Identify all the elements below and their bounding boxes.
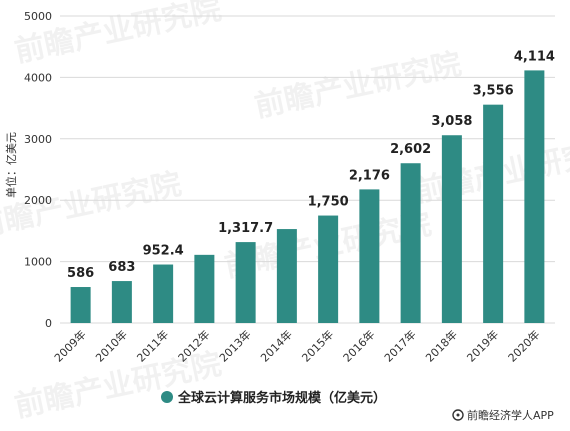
bar <box>483 104 504 324</box>
bar <box>441 135 462 323</box>
data-label: 4,114 <box>514 49 555 64</box>
data-label: 1,317.7 <box>218 221 273 236</box>
x-tick-label: 2018年 <box>423 327 460 364</box>
x-tick-label: 2019年 <box>464 327 501 364</box>
data-label: 683 <box>108 260 135 275</box>
x-tick-label: 2016年 <box>340 327 377 364</box>
y-tick-label: 5000 <box>24 10 52 23</box>
x-tick-label: 2017年 <box>381 327 418 364</box>
x-tick-label: 2015年 <box>299 327 336 364</box>
watermark-text: 前瞻产业研究院 <box>252 47 465 125</box>
x-tick-label: 2014年 <box>258 327 295 364</box>
bar <box>194 254 215 323</box>
source-credit: 前瞻经济学人APP <box>452 408 554 422</box>
y-tick-label: 4000 <box>24 71 52 84</box>
data-label: 952.4 <box>143 244 184 259</box>
x-tick-label: 2010年 <box>93 327 130 364</box>
bar <box>318 215 339 323</box>
x-tick-label: 2020年 <box>505 327 542 364</box>
bars-layer <box>70 70 545 324</box>
data-label: 3,058 <box>431 114 472 129</box>
source-text: 前瞻经济学人APP <box>467 408 554 422</box>
legend: 全球云计算服务市场规模（亿美元） <box>161 390 386 406</box>
x-tick-label: 2013年 <box>216 327 253 364</box>
data-label: 3,556 <box>473 84 514 99</box>
data-label: 586 <box>67 266 94 281</box>
data-label: 2,602 <box>390 142 431 157</box>
data-label: 2,176 <box>349 168 390 183</box>
bar <box>524 70 545 324</box>
x-tick-label: 2009年 <box>51 327 88 364</box>
y-tick-label: 3000 <box>24 133 52 146</box>
y-axis-label: 单位：亿美元 <box>4 132 18 198</box>
legend-swatch <box>161 391 173 403</box>
bar <box>359 189 380 323</box>
y-tick-label: 1000 <box>24 256 52 269</box>
data-label: 1,750 <box>308 195 349 210</box>
labels-layer: 586 683 952.4 1,317.7 1,7502,1762,6023,0583,… <box>67 49 555 281</box>
watermark-text: 前瞻产业研究院 <box>12 347 225 425</box>
bar <box>276 229 297 323</box>
bar <box>70 287 91 323</box>
y-tick-label: 0 <box>45 317 52 330</box>
legend-label: 全球云计算服务市场规模（亿美元） <box>177 390 386 406</box>
weibo-icon <box>452 409 464 421</box>
y-tick-label: 2000 <box>24 194 52 207</box>
bar <box>153 264 174 323</box>
grid-layer <box>60 15 555 324</box>
bar <box>235 242 256 323</box>
bar <box>111 281 132 323</box>
bar <box>400 163 421 323</box>
